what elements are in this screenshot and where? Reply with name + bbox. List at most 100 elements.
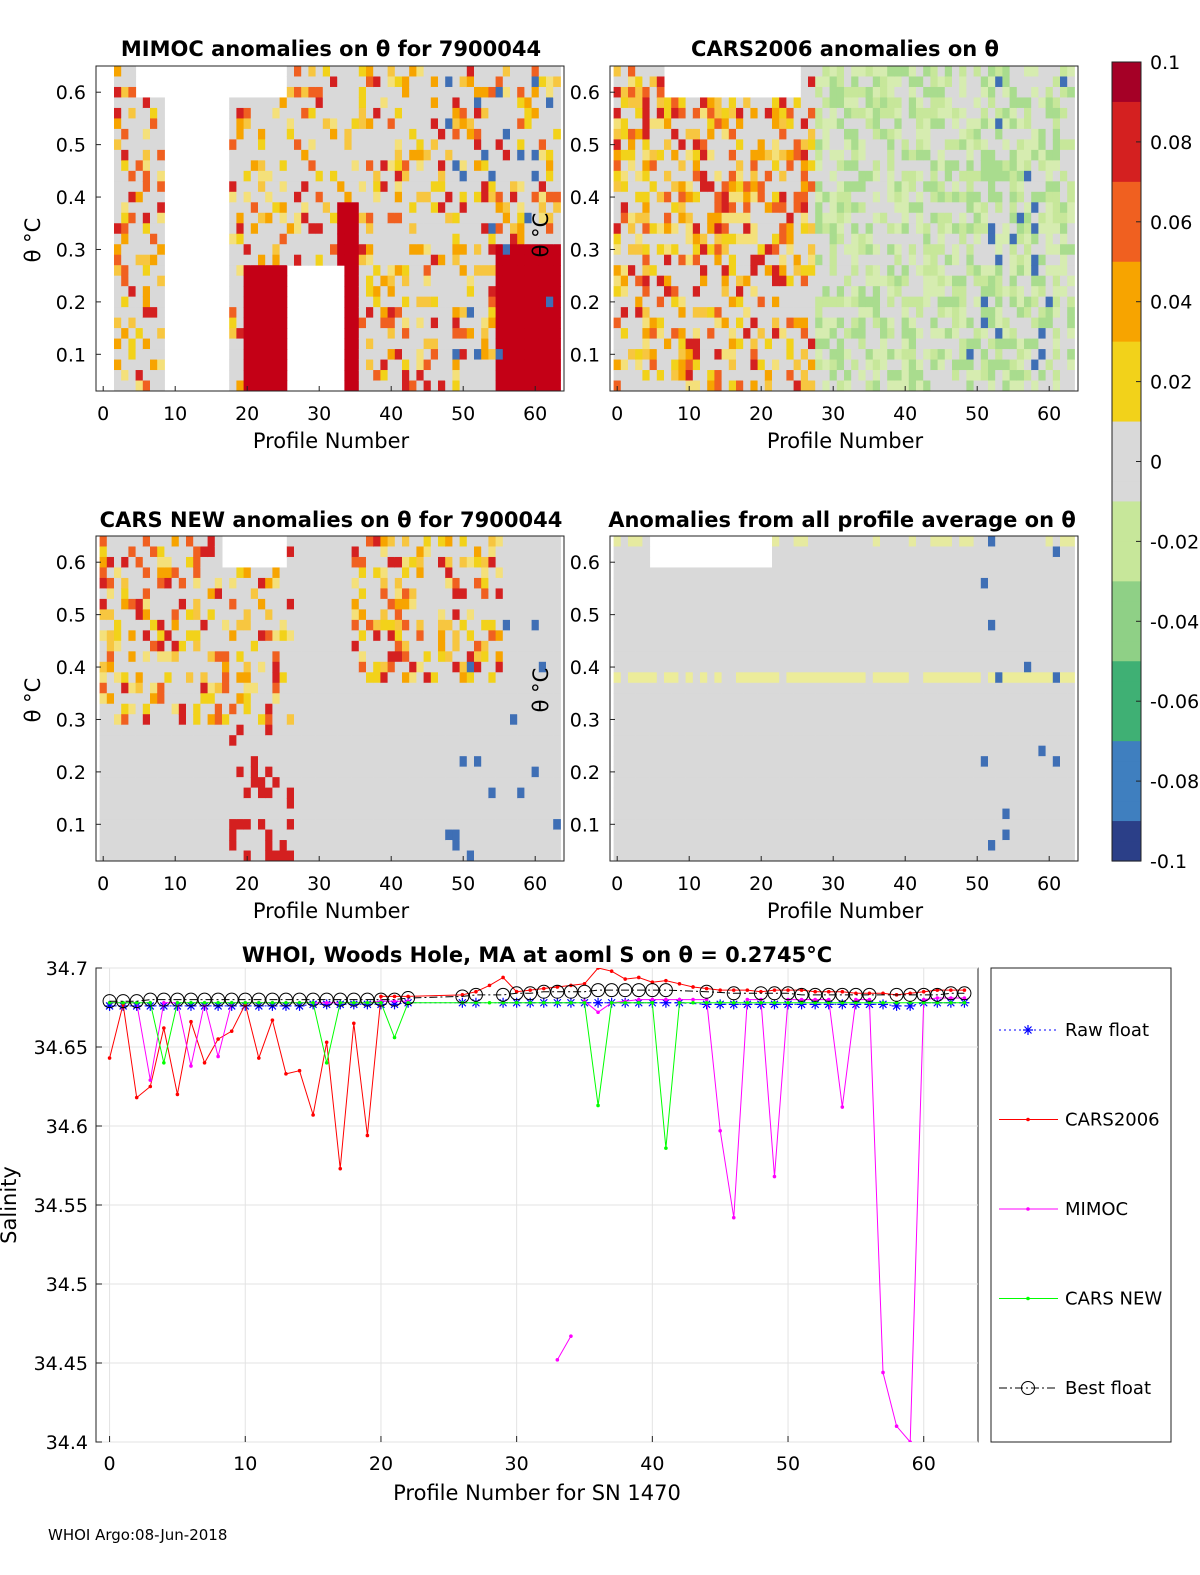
heat-cell xyxy=(394,672,403,684)
heat-cell xyxy=(474,128,482,140)
heat-cell xyxy=(815,296,823,308)
heat-cell xyxy=(294,191,302,203)
heat-cell xyxy=(844,338,852,350)
heat-cell xyxy=(973,128,982,140)
x-tick-label: 40 xyxy=(893,403,917,425)
heat-cell xyxy=(966,212,975,224)
heat-cell xyxy=(387,328,396,340)
heat-cell xyxy=(214,609,223,621)
heat-cell xyxy=(656,223,665,235)
x-tick-label: 0 xyxy=(97,403,109,425)
heat-cell xyxy=(358,756,367,768)
heat-cell xyxy=(322,619,331,631)
heat-cell xyxy=(459,139,468,151)
heat-cell xyxy=(510,128,518,140)
heat-cell xyxy=(445,370,453,382)
heat-cell xyxy=(135,819,144,831)
heat-cell xyxy=(613,296,622,308)
heat-cell xyxy=(865,128,874,140)
heat-cell xyxy=(664,380,672,392)
heat-cell xyxy=(128,118,137,130)
heat-cell xyxy=(488,265,497,277)
heat-cell xyxy=(743,97,751,109)
heat-cell xyxy=(908,76,917,88)
heat-cell xyxy=(387,819,396,831)
heat-cell xyxy=(466,296,475,308)
heat-cell xyxy=(488,118,497,130)
heat-cell xyxy=(114,181,122,193)
heat-cell xyxy=(736,349,744,361)
heat-cell xyxy=(128,286,137,298)
heat-cell xyxy=(445,745,453,757)
heat-cell xyxy=(728,380,737,392)
heat-cell xyxy=(250,223,259,235)
heat-cell xyxy=(800,265,809,277)
heat-cell xyxy=(142,651,151,663)
panel-cars2006: CARS2006 anomalies on θ 0 10 20 30 40 50 600.6… xyxy=(529,37,1079,453)
heat-cell xyxy=(649,317,658,329)
heat-cell xyxy=(894,128,903,140)
heat-cell xyxy=(620,191,629,203)
heat-cell xyxy=(858,118,867,130)
heat-cell xyxy=(430,756,439,768)
heat-cell xyxy=(380,588,389,600)
heat-cell xyxy=(678,212,687,224)
heat-cell xyxy=(121,118,129,130)
heat-cell xyxy=(157,307,165,319)
heat-cell xyxy=(916,296,924,308)
heat-cell xyxy=(628,223,636,235)
heat-cell xyxy=(416,745,425,757)
heat-cell xyxy=(495,317,504,329)
heat-cell xyxy=(387,640,396,652)
heat-cell xyxy=(366,181,374,193)
heat-cell xyxy=(649,275,658,287)
heat-cell xyxy=(1067,317,1075,329)
heat-cell xyxy=(423,170,432,182)
heat-cell xyxy=(142,819,151,831)
heat-cell xyxy=(344,170,353,182)
heat-cell xyxy=(628,191,636,203)
heat-cell xyxy=(330,787,338,799)
heat-cell xyxy=(736,212,744,224)
heat-cell xyxy=(923,107,931,119)
heat-cell xyxy=(1016,296,1025,308)
heat-cell xyxy=(952,244,960,256)
heat-cell xyxy=(1024,139,1032,151)
heat-cell xyxy=(445,275,453,287)
heat-cell xyxy=(366,170,374,182)
heat-cell xyxy=(214,840,223,852)
heat-cell xyxy=(315,212,324,224)
heat-cell xyxy=(872,212,881,224)
heat-cell xyxy=(186,850,194,862)
heat-cell xyxy=(531,202,540,214)
heat-cell xyxy=(887,380,895,392)
heat-cell xyxy=(301,546,309,558)
heat-cell xyxy=(128,349,137,361)
heat-cell xyxy=(106,724,115,736)
heat-cell xyxy=(887,359,895,371)
heat-cell xyxy=(250,840,259,852)
heat-cell xyxy=(243,693,252,705)
heat-cell xyxy=(980,170,989,182)
heat-cell xyxy=(409,244,417,256)
heat-cell xyxy=(844,139,852,151)
heat-cell xyxy=(1038,359,1047,371)
heat-cell xyxy=(373,829,381,841)
heat-cell xyxy=(916,286,924,298)
heat-cell xyxy=(344,97,353,109)
heat-cell xyxy=(106,798,115,810)
heat-cell xyxy=(671,118,679,130)
heat-cell xyxy=(207,619,216,631)
heat-cell xyxy=(531,338,540,350)
heat-cell xyxy=(635,86,643,98)
heat-cell xyxy=(736,286,744,298)
heat-cell xyxy=(628,254,636,266)
heat-cell xyxy=(128,693,137,705)
heat-cell xyxy=(416,787,425,799)
heat-cell xyxy=(157,577,165,589)
heat-cell xyxy=(157,97,165,109)
heat-cell xyxy=(642,254,651,266)
heat-cell xyxy=(229,850,237,862)
heat-cell xyxy=(229,212,237,224)
heat-cell xyxy=(193,609,201,621)
